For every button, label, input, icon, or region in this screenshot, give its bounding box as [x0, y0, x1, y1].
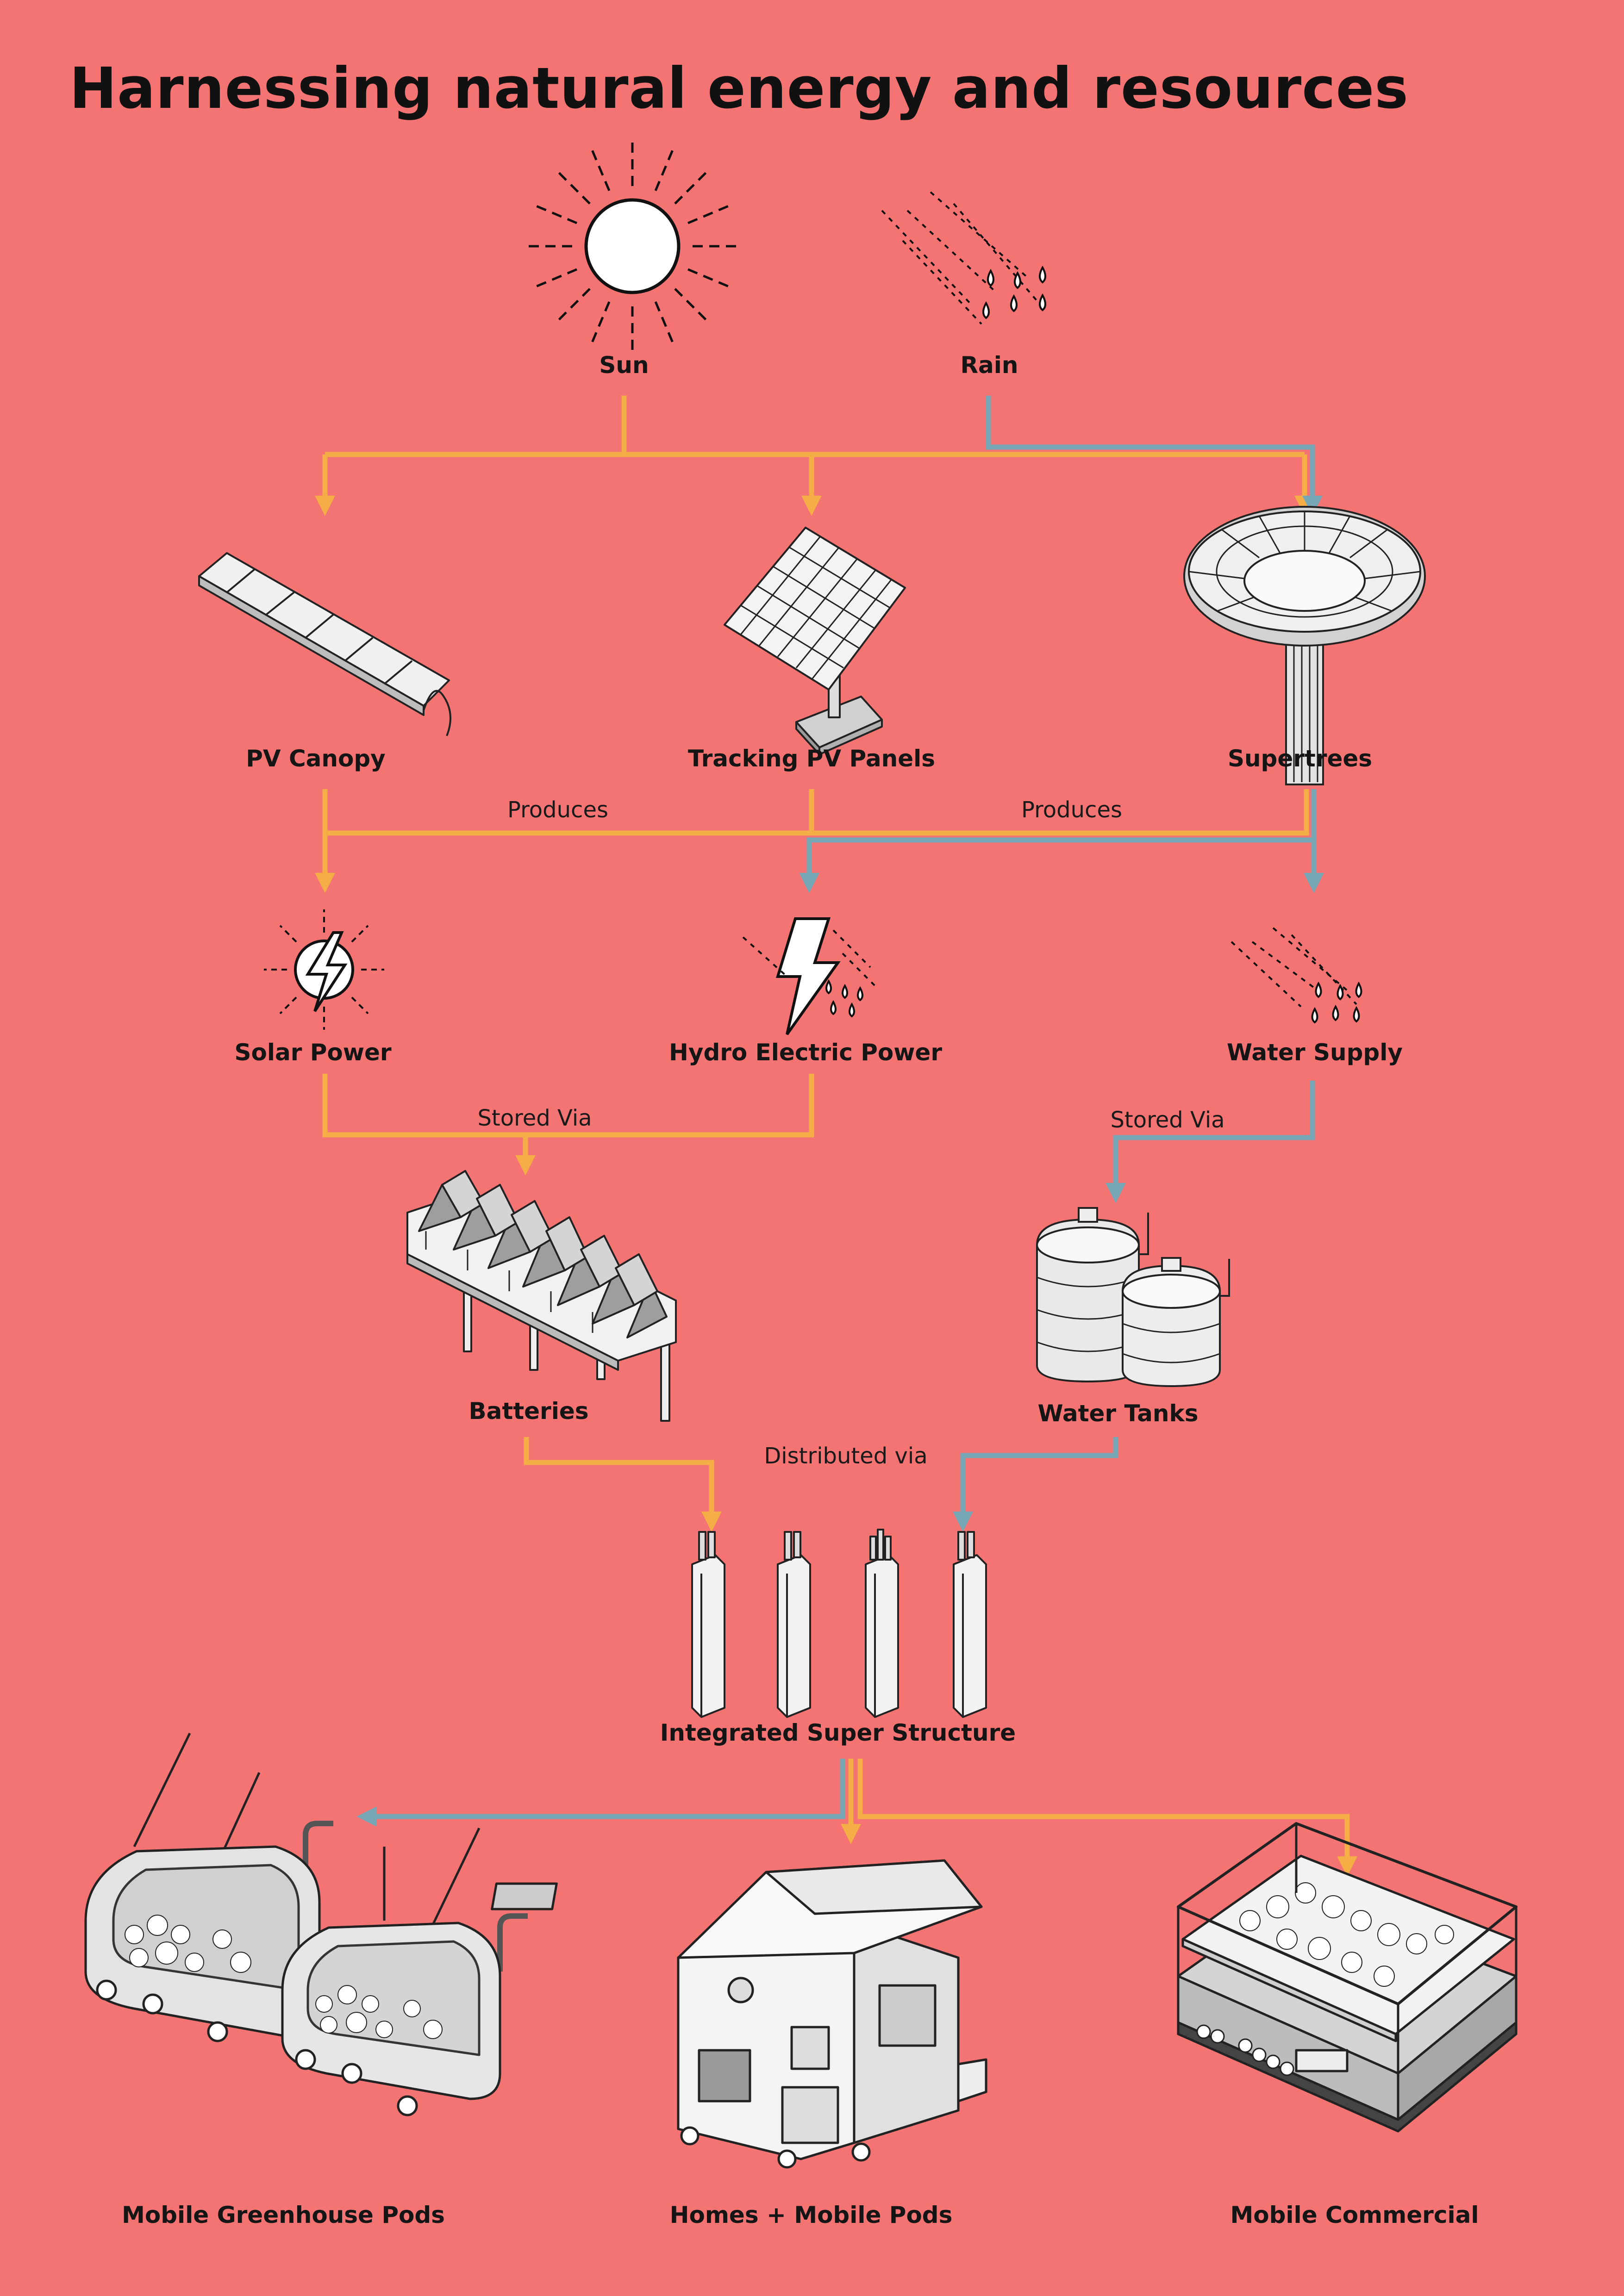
node-solar-power-label: Solar Power: [234, 1039, 392, 1066]
edge-solar-stored: [322, 1074, 814, 1138]
homes-pods-icon: [491, 1859, 987, 2169]
node-sun-label: Sun: [599, 352, 649, 379]
node-greenhouse-pods-label: Mobile Greenhouse Pods: [122, 2202, 445, 2228]
edge-rain-to-supertrees: [986, 396, 1323, 516]
edge-produces-bus: [325, 789, 1309, 836]
column-3: [865, 1529, 899, 1718]
node-homes-pods-label: Homes + Mobile Pods: [669, 2202, 953, 2228]
tracking-pv-icon: [724, 527, 906, 755]
column-2: [777, 1531, 811, 1718]
node-tracking-pv-label: Tracking PV Panels: [687, 745, 936, 772]
edge-label-produces-right: Produces: [1021, 797, 1122, 823]
node-hydro-power-label: Hydro Electric Power: [669, 1039, 942, 1066]
rain-icon: [881, 191, 1046, 325]
supertree-icon: [1183, 506, 1426, 785]
edge-to-commercial: [857, 1759, 1357, 1877]
column-4: [953, 1531, 987, 1718]
node-pv-canopy-label: PV Canopy: [246, 745, 386, 772]
edge-water-produces: [799, 789, 1317, 893]
edge-tanks-dist: [953, 1437, 1118, 1532]
greenhouse-pods-icon: [84, 1732, 528, 2116]
batteries-icon: [406, 1170, 677, 1422]
edge-to-greenhouse: [356, 1759, 845, 1827]
edge-label-distributed-via: Distributed via: [764, 1443, 928, 1469]
water-supply-icon: [1230, 927, 1362, 1024]
edge-batteries-dist: [524, 1437, 722, 1532]
node-supertrees-label: Supertrees: [1227, 745, 1373, 772]
mobile-commercial-icon: [1177, 1822, 1518, 2133]
edge-label-stored-via-right: Stored Via: [1110, 1107, 1225, 1133]
node-batteries-label: Batteries: [468, 1398, 589, 1425]
edge-water-stored: [1106, 1081, 1315, 1203]
edge-label-produces-left: Produces: [507, 797, 608, 823]
water-tanks-icon: [1036, 1207, 1230, 1388]
page-title: Harnessing natural energy and resources: [69, 56, 1409, 121]
sun-icon: [526, 140, 739, 353]
node-water-tanks-label: Water Tanks: [1037, 1400, 1199, 1427]
solar-power-icon: [264, 909, 384, 1030]
hydro-power-icon: [742, 917, 876, 1035]
node-rain-label: Rain: [960, 352, 1018, 379]
node-water-supply-label: Water Supply: [1227, 1039, 1403, 1066]
node-super-structure-label: Integrated Super Structure: [660, 1719, 1016, 1746]
column-1: [691, 1531, 725, 1718]
super-structure-icon: [691, 1529, 987, 1718]
pv-canopy-icon: [198, 552, 451, 736]
node-mobile-commercial-label: Mobile Commercial: [1230, 2202, 1479, 2228]
edge-label-stored-via-left: Stored Via: [477, 1105, 592, 1131]
